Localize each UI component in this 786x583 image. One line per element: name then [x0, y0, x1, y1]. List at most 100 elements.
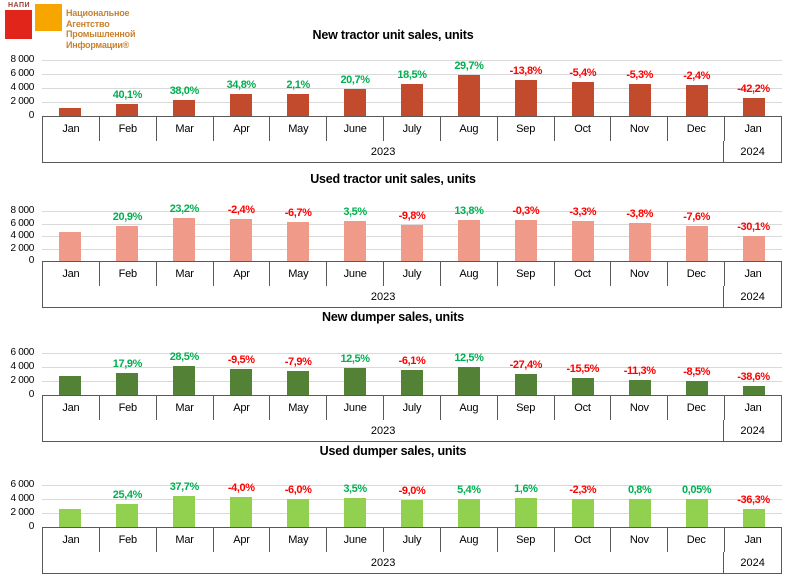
bar: [230, 369, 253, 395]
y-axis-tick-label: 0: [28, 110, 35, 121]
month-cell: Mar: [157, 117, 214, 141]
pct-change-label: -6,7%: [284, 207, 312, 219]
x-axis-table: Jan Feb Mar Apr May June July Aug Sep Oct Nov Dec Ja…: [42, 116, 782, 163]
chart-title: Used dumper sales, units: [319, 444, 467, 458]
bar: [287, 371, 310, 395]
bar: [571, 377, 594, 395]
month-cell: Oct: [555, 262, 612, 286]
y-axis-tick-label: 8 000: [10, 205, 34, 216]
month-row: Jan Feb Mar Apr May June July Aug Sep Oct Nov Dec Ja…: [43, 528, 781, 552]
bar: [571, 221, 594, 261]
month-cell: Dec: [668, 528, 726, 552]
month-cell: Feb: [100, 528, 157, 552]
month-cell: May: [270, 117, 328, 141]
bar: [344, 220, 367, 261]
month-cell: June: [327, 262, 385, 286]
pct-change-label: 3,5%: [343, 482, 367, 495]
month-cell: Apr: [214, 117, 271, 141]
pct-change-label: 12,5%: [454, 351, 484, 364]
bar: [457, 366, 480, 395]
bar: [287, 498, 310, 527]
logo-text-line: Национальное: [66, 8, 130, 18]
pct-change-label: 20,7%: [340, 74, 370, 87]
month-cell: Nov: [611, 262, 669, 286]
pct-change-label: -3,3%: [569, 206, 597, 219]
bar: [287, 93, 310, 116]
bar: [742, 509, 765, 527]
y-axis-tick-label: 2 000: [10, 375, 34, 386]
month-cell: Jan: [744, 534, 762, 546]
bar: [742, 97, 765, 116]
bar: [628, 498, 651, 527]
napi-logo: НАПИ Национальное Агентство Промышленной…: [2, 1, 222, 53]
gridline: [42, 60, 782, 61]
pct-change-label: -42,2%: [737, 82, 770, 95]
month-cell: Nov: [611, 528, 669, 552]
pct-change-label: -7,9%: [284, 356, 312, 369]
plot-area: 8 000 6 000 4 000 2 000 0 40,1% 38,0% 34,8% 2,1%…: [10, 54, 782, 121]
year-cell: 2024: [740, 145, 765, 158]
gridline: [42, 499, 782, 500]
month-cell: Apr: [214, 396, 271, 420]
napi-logo-abbr: НАПИ: [8, 2, 31, 9]
y-axis-tick-label: 4 000: [10, 230, 34, 241]
year-cell: 2023: [43, 420, 725, 441]
pct-change-label: -13,8%: [509, 65, 543, 78]
bar: [571, 499, 594, 527]
year-cell: 2023: [43, 552, 725, 573]
year-cell: 2024: [740, 424, 765, 437]
year-row: 2023 2024: [43, 420, 781, 441]
pct-change-label: 12,5%: [340, 353, 370, 366]
month-cell: Sep: [498, 262, 555, 286]
pct-change-label: 5,4%: [457, 483, 481, 496]
pct-change-label: -2,4%: [683, 69, 710, 82]
bar: [685, 84, 708, 116]
month-cell: Jan: [744, 268, 762, 280]
pct-change-label: -27,4%: [509, 359, 543, 372]
gridline: [42, 74, 782, 75]
year-cell: 2024: [740, 556, 765, 569]
bar: [287, 222, 310, 261]
gridline: [42, 367, 782, 368]
bar: [457, 219, 480, 261]
year-cell: 2024: [740, 290, 765, 303]
y-axis-tick-label: 6 000: [10, 479, 34, 490]
bar: [344, 497, 367, 527]
month-cell: July: [384, 528, 441, 552]
pct-change-label: -8,5%: [683, 365, 710, 378]
bar: [116, 504, 139, 527]
bar: [628, 84, 651, 116]
month-row: Jan Feb Mar Apr May June July Aug Sep Oct Nov Dec Ja…: [43, 117, 781, 141]
pct-change-label: -6,1%: [398, 354, 426, 367]
y-axis-tick-label: 4 000: [10, 361, 34, 372]
month-cell: Oct: [555, 396, 612, 420]
y-axis-tick-label: 0: [28, 389, 35, 400]
pct-change-label: -36,3%: [737, 494, 770, 507]
month-cell: Jan: [43, 528, 100, 552]
pct-change-label: -4,0%: [227, 481, 255, 494]
month-cell: Oct: [555, 117, 612, 141]
bar: [514, 374, 537, 395]
month-cell: Mar: [157, 528, 214, 552]
month-cell: Feb: [100, 262, 157, 286]
pct-change-label: 29,7%: [454, 59, 484, 72]
y-axis-tick-label: 0: [28, 255, 35, 266]
pct-change-label: 28,5%: [169, 351, 200, 364]
month-cell: May: [270, 528, 328, 552]
year-row: 2023 2024: [43, 286, 781, 307]
bar: [344, 89, 367, 116]
month-cell: Dec: [668, 396, 726, 420]
bar: [59, 376, 82, 395]
year-cell: 2023: [43, 286, 725, 307]
chart-new-tractor-unit-sales-units: New tractor unit sales, units 8 000 6 000 4…: [0, 26, 786, 166]
y-axis-tick-label: 6 000: [10, 217, 34, 229]
pct-change-label: 17,9%: [112, 357, 143, 370]
month-cell: Nov: [611, 396, 669, 420]
pct-change-label: 23,2%: [169, 203, 200, 216]
y-axis-tick-label: 8 000: [10, 54, 34, 65]
pct-change-label: 25,4%: [112, 489, 143, 502]
month-cell: Aug: [441, 528, 498, 552]
bar: [457, 498, 480, 527]
bar: [628, 379, 651, 395]
y-axis-tick-label: 2 000: [10, 242, 34, 254]
